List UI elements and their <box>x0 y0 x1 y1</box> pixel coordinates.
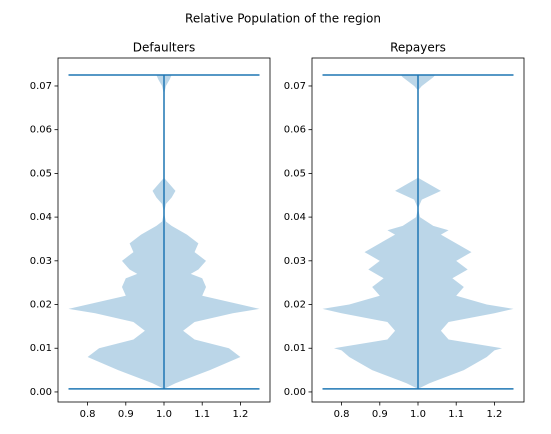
axes-title: Defaulters <box>133 41 195 55</box>
y-tick-label: 0.04 <box>30 212 52 223</box>
axes-title: Repayers <box>390 41 446 55</box>
y-tick-label: 0.06 <box>284 125 306 136</box>
x-tick-label: 1.1 <box>448 409 464 420</box>
x-tick-label: 1.0 <box>156 409 172 420</box>
x-tick-label: 1.0 <box>410 409 426 420</box>
y-tick-label: 0.00 <box>284 387 306 398</box>
y-tick-label: 0.06 <box>30 125 52 136</box>
y-tick-label: 0.02 <box>284 300 306 311</box>
y-tick-label: 0.07 <box>30 81 52 92</box>
x-tick-label: 0.9 <box>372 409 388 420</box>
y-tick-label: 0.00 <box>30 387 52 398</box>
x-tick-label: 1.2 <box>232 409 248 420</box>
y-tick-label: 0.04 <box>284 212 306 223</box>
y-tick-label: 0.07 <box>284 81 306 92</box>
y-tick-label: 0.03 <box>284 256 306 267</box>
x-tick-label: 0.9 <box>118 409 134 420</box>
y-tick-label: 0.02 <box>30 300 52 311</box>
x-tick-label: 0.8 <box>80 409 96 420</box>
y-tick-label: 0.05 <box>284 168 306 179</box>
y-tick-label: 0.03 <box>30 256 52 267</box>
x-tick-label: 0.8 <box>334 409 350 420</box>
y-tick-label: 0.05 <box>30 168 52 179</box>
x-tick-label: 1.2 <box>486 409 502 420</box>
figure-title: Relative Population of the region <box>185 12 381 26</box>
y-tick-label: 0.01 <box>284 343 306 354</box>
x-tick-label: 1.1 <box>194 409 210 420</box>
y-tick-label: 0.01 <box>30 343 52 354</box>
